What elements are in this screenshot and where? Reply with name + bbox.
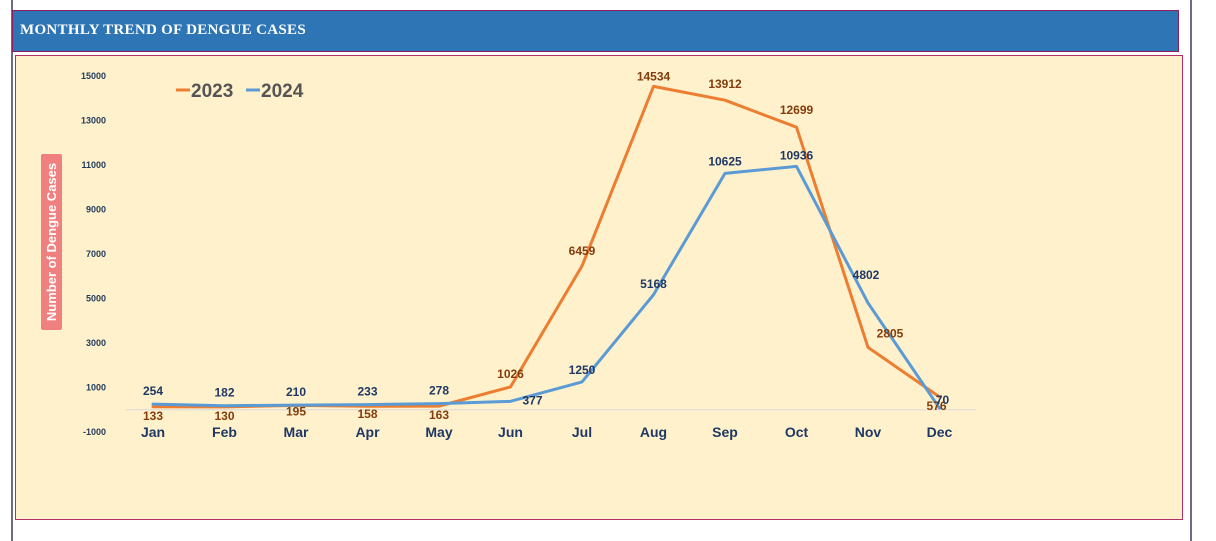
x-tick-label: Feb	[212, 424, 237, 440]
data-label-2023: 12699	[780, 103, 814, 117]
legend-label-2023: 2023	[191, 81, 233, 102]
y-tick-label: 11000	[81, 160, 106, 170]
x-tick-label: Aug	[640, 424, 667, 440]
y-tick-label: -1000	[83, 427, 106, 437]
y-tick-label: 9000	[86, 205, 106, 215]
data-label-2024: 10625	[708, 154, 742, 168]
series-line-2023	[151, 84, 941, 409]
x-tick-label: Mar	[284, 424, 309, 440]
data-label-2024: 182	[214, 386, 234, 400]
data-label-2023: 6459	[569, 244, 596, 258]
data-label-2024: 210	[286, 385, 306, 399]
x-tick-label: Jul	[572, 424, 592, 440]
data-label-2024: 5168	[640, 277, 667, 291]
data-label-2023: 13912	[708, 77, 742, 91]
data-label-2023: 2805	[877, 326, 904, 340]
y-tick-label: 15000	[81, 71, 106, 81]
data-label-2024: 254	[143, 384, 163, 398]
data-label-2024: 10936	[780, 148, 814, 162]
y-tick-label: 5000	[86, 294, 106, 304]
data-label-2023: 130	[214, 409, 234, 423]
y-tick-label: 7000	[86, 249, 106, 259]
data-label-2024: 233	[357, 385, 377, 399]
data-label-2023: 133	[143, 409, 163, 423]
y-axis-label-background	[41, 154, 62, 330]
x-tick-label: Oct	[785, 424, 809, 440]
y-axis-label: Number of Dengue Cases	[44, 163, 59, 321]
dengue-line-chart: Number of Dengue Cases -1000 1000 3000 5000 7…	[41, 69, 976, 440]
x-tick-label: Sep	[712, 424, 738, 440]
data-label-2023: 158	[357, 407, 377, 421]
legend-label-2024: 2024	[261, 81, 304, 102]
data-label-2023: 163	[429, 408, 449, 422]
data-label-2024: 70	[936, 393, 950, 407]
frame-left-border	[11, 0, 13, 541]
series-line-2024	[151, 164, 941, 410]
data-label-2023: 195	[286, 404, 306, 418]
data-label-2024: 377	[522, 393, 542, 407]
x-tick-label: Dec	[927, 424, 953, 440]
data-label-2023: 1026	[497, 367, 524, 381]
data-label-2024: 4802	[853, 268, 880, 282]
chart-panel: Number of Dengue Cases -1000 1000 3000 5000 7…	[15, 55, 1183, 520]
data-label-2024: 1250	[569, 363, 596, 377]
chart-title: MONTHLY TREND OF DENGUE CASES	[20, 22, 306, 38]
y-tick-label: 1000	[86, 383, 106, 393]
x-tick-label: Jun	[498, 424, 523, 440]
x-tick-label: May	[425, 424, 452, 440]
x-tick-label: Apr	[355, 424, 380, 440]
frame-right-border	[1190, 0, 1192, 541]
y-tick-label: 13000	[81, 116, 106, 126]
y-tick-label: 3000	[86, 338, 106, 348]
x-tick-label: Jan	[141, 424, 165, 440]
data-label-2023: 14534	[637, 69, 671, 83]
title-bar: MONTHLY TREND OF DENGUE CASES	[12, 10, 1179, 52]
data-label-2023: 576	[926, 399, 946, 413]
x-tick-label: Nov	[855, 424, 882, 440]
data-label-2024: 278	[429, 384, 449, 398]
